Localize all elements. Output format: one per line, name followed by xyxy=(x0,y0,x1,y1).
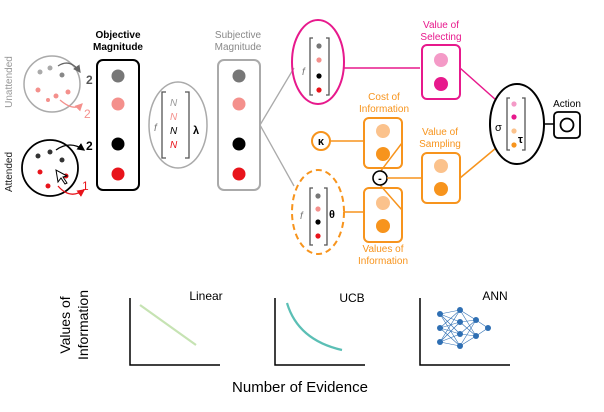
values-info-line2: Information xyxy=(358,256,408,267)
selection-f: f xyxy=(302,67,306,78)
attended-label: Attended xyxy=(4,152,15,192)
unattended-count-black: 2 xyxy=(86,73,93,87)
subjective-title-line2: Magnitude xyxy=(215,42,262,53)
objective-box xyxy=(96,59,140,191)
selection-ellipse xyxy=(291,19,345,105)
subjective-dot-black xyxy=(232,137,246,151)
unattended-count-red: 2 xyxy=(84,107,91,121)
normalization-f: f xyxy=(154,123,158,134)
ucb-axes xyxy=(274,298,365,366)
link-subjective-to-info xyxy=(259,124,295,187)
bottom-xlabel: Number of Evidence xyxy=(232,379,368,396)
information-f: f xyxy=(300,211,304,222)
values-info-line1: Values of xyxy=(363,244,404,255)
link-subjective-to-select xyxy=(259,67,295,126)
cost-info-line1: Cost of xyxy=(368,92,400,103)
ann-title: ANN xyxy=(482,289,507,303)
ann-axes xyxy=(419,298,510,366)
bottom-ylabel-line1: Values of xyxy=(57,296,73,353)
subjective-dot-red xyxy=(232,167,246,181)
objective-dot-lightred xyxy=(111,97,125,111)
value-sampling-line1: Value of xyxy=(422,127,458,138)
normalization-bracket-left xyxy=(161,91,166,159)
cost-info-line2: Information xyxy=(359,104,409,115)
action-button-icon xyxy=(559,117,575,133)
objective-title-line2: Magnitude xyxy=(93,42,143,53)
attended-count-red: 1 xyxy=(82,179,89,193)
subjective-title-line1: Subjective xyxy=(215,30,262,41)
normalization-bracket-right xyxy=(185,91,190,159)
bottom-ylabel-line2: Information xyxy=(75,290,91,360)
unattended-display xyxy=(23,55,83,113)
neural-network-icon xyxy=(437,307,491,349)
norm-n-red: N xyxy=(170,140,178,151)
subjective-dot-gray xyxy=(232,69,246,83)
kappa-label: κ xyxy=(318,136,325,148)
norm-n-black: N xyxy=(170,126,178,137)
norm-lambda: λ xyxy=(193,125,199,137)
norm-n-lightred: N xyxy=(170,112,178,123)
ucb-curve xyxy=(285,302,343,352)
linear-axes xyxy=(129,298,220,366)
objective-title-line1: Objective xyxy=(95,30,140,41)
minus-label: - xyxy=(378,173,382,185)
kappa-node xyxy=(311,131,331,151)
linear-curve xyxy=(139,304,197,346)
action-label: Action xyxy=(553,99,581,110)
value-selecting-line1: Value of xyxy=(423,20,459,31)
link-selecting-to-softmax xyxy=(459,67,497,101)
value-sampling-line2: Sampling xyxy=(419,139,461,150)
value-selecting-box xyxy=(421,44,461,100)
objective-dot-gray xyxy=(111,69,125,83)
subjective-dot-lightred xyxy=(232,97,246,111)
normalization-ellipse xyxy=(148,81,208,169)
tau-label: τ xyxy=(518,134,523,146)
theta-label: θ xyxy=(329,209,335,221)
linear-title: Linear xyxy=(189,289,222,303)
attended-count-black: 2 xyxy=(86,139,93,153)
link-sampling-to-softmax xyxy=(459,147,497,179)
ucb-title: UCB xyxy=(339,291,364,305)
sigma-label: σ xyxy=(495,122,502,134)
unattended-label: Unattended xyxy=(4,56,15,108)
objective-dot-red xyxy=(111,167,125,181)
action-box xyxy=(553,111,581,139)
objective-dot-black xyxy=(111,137,125,151)
value-selecting-line2: Selecting xyxy=(420,32,461,43)
attended-display xyxy=(21,139,86,197)
norm-n-gray: N xyxy=(170,98,178,109)
